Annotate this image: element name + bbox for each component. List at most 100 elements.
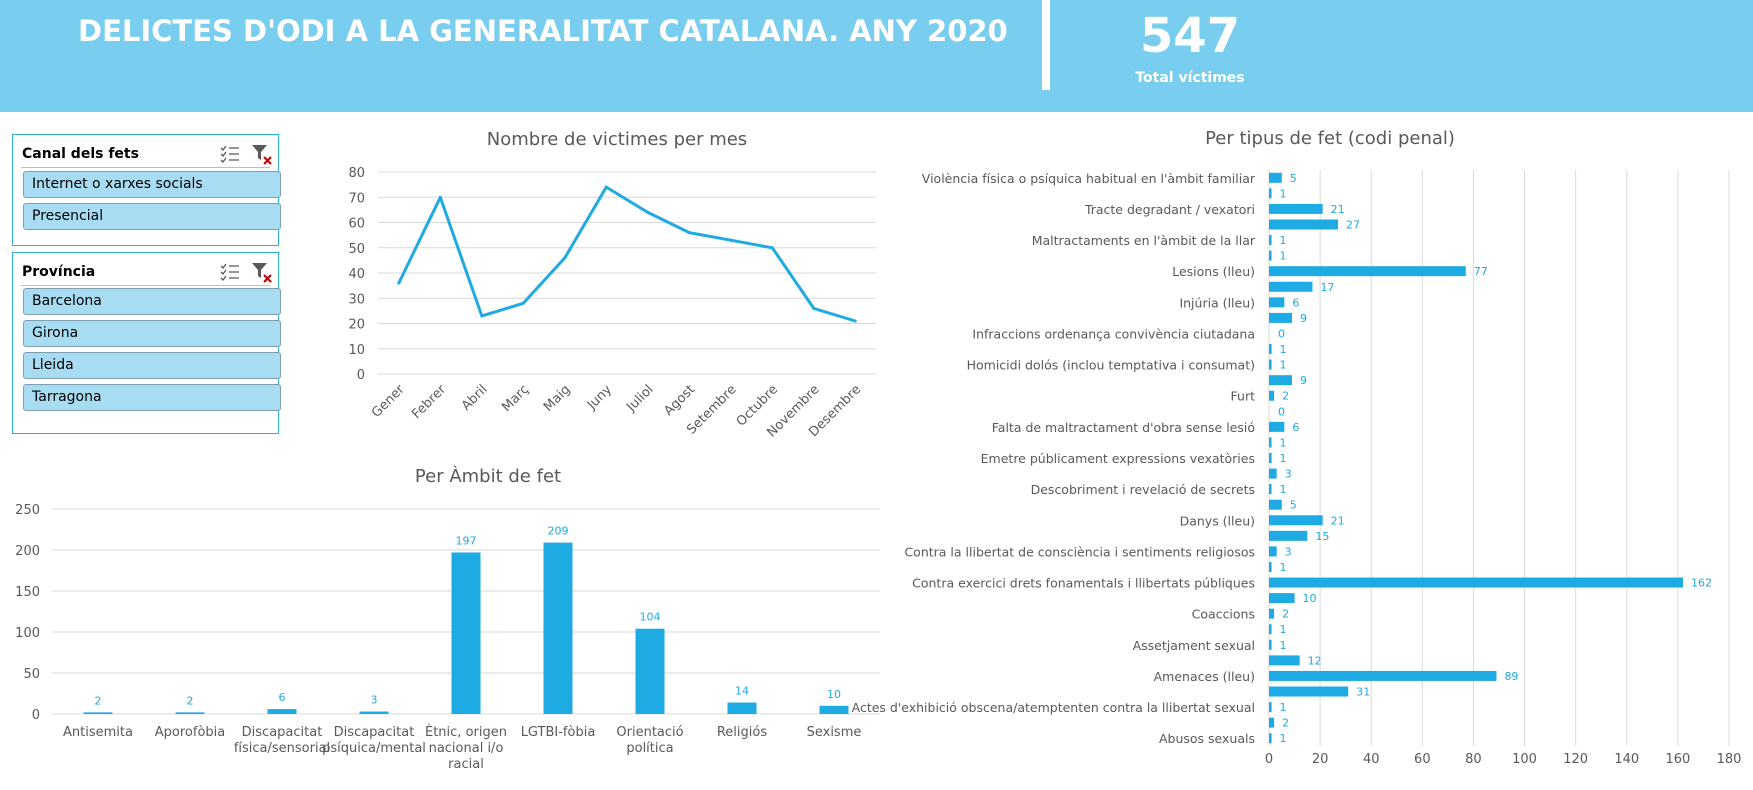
bar xyxy=(1269,717,1275,728)
bar xyxy=(1269,266,1466,277)
slicer-header: Província xyxy=(21,259,273,286)
data-point xyxy=(480,314,484,318)
data-label: 0 xyxy=(1278,405,1285,418)
slicer-item-tarragona[interactable]: Tarragona xyxy=(23,384,281,411)
bar xyxy=(1269,437,1272,448)
x-tick-label: 100 xyxy=(1512,752,1537,767)
bar xyxy=(1269,250,1272,261)
bar xyxy=(1269,546,1277,557)
data-point xyxy=(438,195,442,199)
data-point xyxy=(397,281,401,285)
series-line xyxy=(397,185,856,323)
bar xyxy=(1269,639,1272,650)
bar xyxy=(1269,219,1338,230)
x-tick-label: Abril xyxy=(459,382,491,414)
x-tick-label: política xyxy=(626,741,673,756)
y-tick-label: 60 xyxy=(348,217,365,232)
data-label: 31 xyxy=(1356,686,1370,699)
bar xyxy=(1269,577,1683,588)
clear-filter-icon[interactable] xyxy=(251,261,273,283)
x-tick-label: Aporofòbia xyxy=(155,725,225,740)
bar xyxy=(1269,593,1295,604)
x-tick-label: 40 xyxy=(1363,752,1380,767)
y-tick-label: Injúria (lleu) xyxy=(1179,295,1255,310)
x-tick-label: Gener xyxy=(369,382,408,421)
x-tick-label: LGTBI-fòbia xyxy=(521,725,596,740)
bar xyxy=(1269,375,1292,386)
slicer-canal: Canal dels fets Internet o xarxes social… xyxy=(12,134,281,246)
bar xyxy=(1269,453,1272,463)
data-point xyxy=(853,319,857,323)
x-tick-label: racial xyxy=(448,757,484,772)
x-tick-label: psíquica/mental xyxy=(322,741,426,756)
data-label: 1 xyxy=(1280,343,1287,356)
y-tick-label: Emetre públicament expressions vexatòrie… xyxy=(981,451,1255,466)
data-label: 1 xyxy=(1280,623,1287,636)
bar xyxy=(1269,515,1323,526)
data-label: 1 xyxy=(1280,561,1287,574)
x-tick-label: Sexisme xyxy=(807,725,862,740)
data-label: 5 xyxy=(1290,172,1297,185)
total-victims-value: 547 xyxy=(1139,8,1241,64)
x-tick-label: Agost xyxy=(661,382,698,419)
data-label: 5 xyxy=(1290,499,1297,512)
x-tick-label: 0 xyxy=(1265,752,1273,767)
data-label: 197 xyxy=(456,534,477,547)
data-label: 2 xyxy=(1282,717,1289,730)
y-tick-label: 40 xyxy=(348,267,365,282)
x-tick-label: 20 xyxy=(1312,752,1329,767)
bar xyxy=(1269,421,1285,432)
y-tick-label: Contra exercici drets fonamentals i llib… xyxy=(912,576,1255,591)
data-label: 27 xyxy=(1346,218,1360,231)
bar xyxy=(1269,468,1277,479)
y-tick-label: Abusos sexuals xyxy=(1159,731,1255,746)
slicer-item-girona[interactable]: Girona xyxy=(23,320,281,347)
data-point xyxy=(521,301,525,305)
multi-select-icon[interactable] xyxy=(219,261,241,283)
data-point xyxy=(812,306,816,310)
y-tick-label: Tracte degradant / vexatori xyxy=(1084,202,1255,217)
bar xyxy=(1269,733,1272,744)
hbar-chart-title: Per tipus de fet (codi penal) xyxy=(1205,128,1455,149)
data-label: 2 xyxy=(1282,390,1289,403)
bar xyxy=(359,711,389,714)
data-label: 9 xyxy=(1300,374,1307,387)
multi-select-icon[interactable] xyxy=(219,143,241,165)
slicer-item-presencial[interactable]: Presencial xyxy=(23,203,281,230)
y-tick-label: Amenaces (lleu) xyxy=(1154,669,1255,684)
clear-filter-icon[interactable] xyxy=(251,143,273,165)
bar xyxy=(1269,281,1313,292)
bar xyxy=(1269,235,1272,246)
slicer-item-lleida[interactable]: Lleida xyxy=(23,352,281,379)
data-point xyxy=(563,256,567,260)
y-tick-label: Infraccions ordenança convivència ciutad… xyxy=(972,326,1255,341)
bar xyxy=(1269,359,1272,370)
data-label: 1 xyxy=(1280,187,1287,200)
x-tick-label: Juny xyxy=(584,382,615,413)
slicer-item-barcelona[interactable]: Barcelona xyxy=(23,288,281,315)
x-tick-label: 80 xyxy=(1465,752,1482,767)
y-tick-label: 80 xyxy=(348,166,365,181)
x-tick-label: Març xyxy=(499,382,532,415)
data-label: 162 xyxy=(1691,577,1712,590)
y-tick-label: 0 xyxy=(32,708,40,723)
data-label: 1 xyxy=(1280,701,1287,714)
data-label: 3 xyxy=(1285,545,1292,558)
bar xyxy=(1269,172,1282,183)
slicer-item-internet[interactable]: Internet o xarxes socials xyxy=(23,171,281,198)
data-label: 15 xyxy=(1315,530,1329,543)
y-tick-label: Furt xyxy=(1231,389,1256,404)
data-label: 6 xyxy=(279,691,286,704)
y-tick-label: 50 xyxy=(348,242,365,257)
header-banner: DELICTES D'ODI A LA GENERALITAT CATALANA… xyxy=(0,0,1753,112)
x-tick-label: nacional i/o xyxy=(429,741,504,756)
y-tick-label: 50 xyxy=(23,667,40,682)
bar xyxy=(1269,686,1349,697)
bar xyxy=(1269,655,1300,666)
y-tick-label: Falta de maltractament d'obra sense lesi… xyxy=(992,420,1255,435)
y-tick-label: 70 xyxy=(348,191,365,206)
data-label: 21 xyxy=(1331,203,1345,216)
bar xyxy=(543,542,573,714)
data-label: 2 xyxy=(187,694,194,707)
bar xyxy=(1269,188,1272,199)
